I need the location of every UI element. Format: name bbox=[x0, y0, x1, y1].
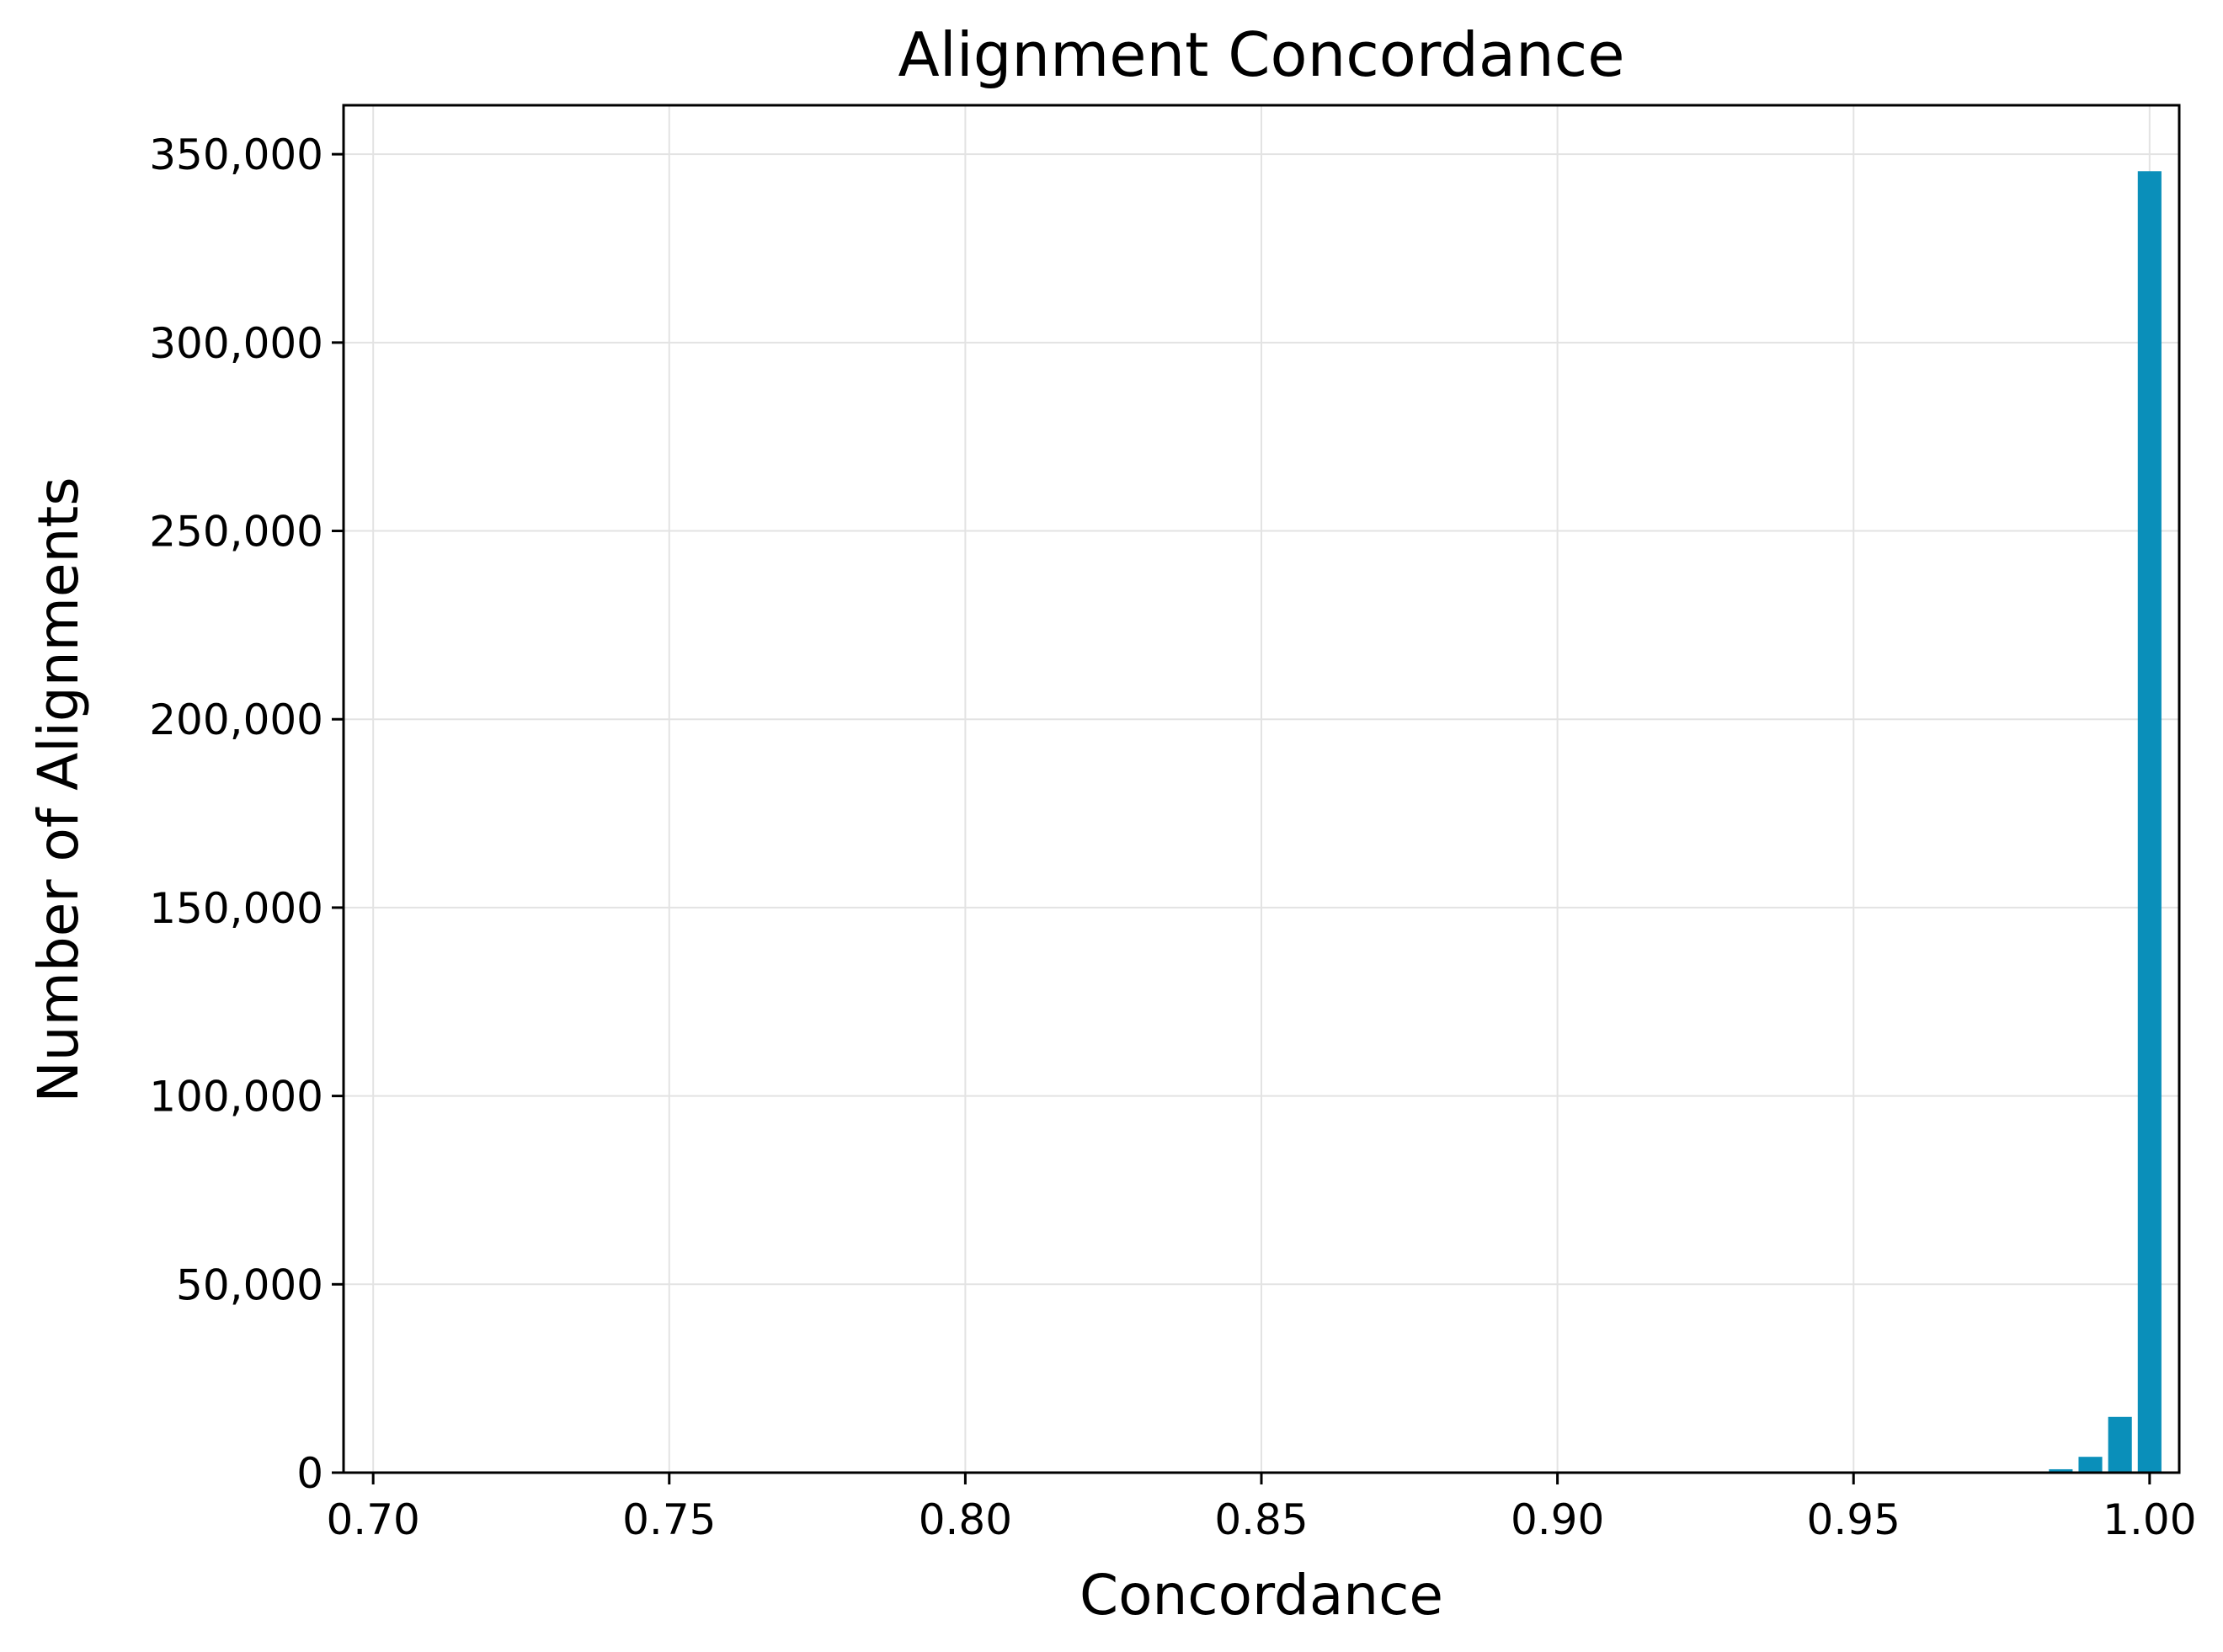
bars bbox=[2049, 171, 2162, 1473]
histogram-bar-1 bbox=[2078, 1457, 2103, 1473]
x-axis: 0.70 0.75 0.80 0.85 0.90 0.95 1.00 bbox=[326, 1473, 2197, 1544]
y-tick-label-0: 0 bbox=[296, 1449, 323, 1498]
x-tick-label-0: 0.70 bbox=[326, 1495, 419, 1544]
x-tick-label-5: 0.95 bbox=[1807, 1495, 1900, 1544]
y-tick-label-4: 200,000 bbox=[149, 695, 323, 744]
y-axis-label: Number of Alignments bbox=[26, 477, 91, 1102]
y-tick-label-3: 150,000 bbox=[149, 884, 323, 933]
x-tick-label-3: 0.85 bbox=[1214, 1495, 1308, 1544]
grid bbox=[344, 105, 2179, 1473]
y-axis: 0 50,000 100,000 150,000 200,000 250,000 300,0… bbox=[149, 131, 344, 1498]
y-tick-label-2: 100,000 bbox=[149, 1073, 323, 1122]
histogram-bar-0 bbox=[2049, 1468, 2073, 1473]
y-tick-label-7: 350,000 bbox=[149, 131, 323, 179]
y-tick-label-6: 300,000 bbox=[149, 319, 323, 368]
x-axis-label: Concordance bbox=[1080, 1563, 1443, 1628]
x-tick-label-6: 1.00 bbox=[2103, 1495, 2196, 1544]
x-tick-label-1: 0.75 bbox=[622, 1495, 716, 1544]
chart-title: Alignment Concordance bbox=[898, 19, 1624, 90]
y-tick-label-5: 250,000 bbox=[149, 508, 323, 557]
y-tick-label-1: 50,000 bbox=[176, 1260, 323, 1309]
x-tick-label-2: 0.80 bbox=[919, 1495, 1012, 1544]
histogram-bar-3 bbox=[2137, 171, 2162, 1473]
histogram-bar-2 bbox=[2108, 1416, 2132, 1473]
x-tick-label-4: 0.90 bbox=[1511, 1495, 1604, 1544]
